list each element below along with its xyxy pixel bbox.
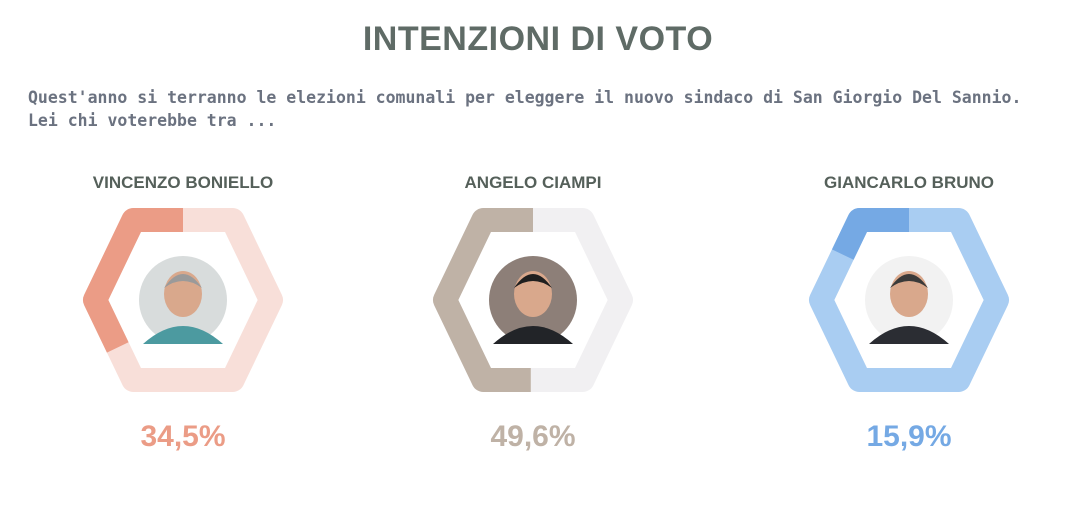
vote-donut bbox=[83, 208, 283, 392]
vote-percentage: 34,5% bbox=[140, 420, 226, 453]
candidate-name: VINCENZO BONIELLO bbox=[92, 173, 274, 192]
donut-segment bbox=[83, 208, 283, 392]
vote-donut bbox=[809, 208, 1009, 392]
candidate-card-bruno: GIANCARLO BRUNO 15,9% bbox=[779, 170, 1039, 470]
vote-percentage: 15,9% bbox=[866, 420, 952, 453]
vote-percentage: 49,6% bbox=[490, 420, 576, 453]
donut-segment bbox=[433, 208, 633, 392]
candidate-photo-ciampi-icon bbox=[489, 256, 577, 344]
candidate-name: GIANCARLO BRUNO bbox=[824, 173, 994, 192]
candidate-photo-bruno-icon bbox=[865, 256, 953, 344]
candidate-photo-boniello-icon bbox=[139, 256, 227, 344]
donut-segment bbox=[809, 208, 1009, 392]
vote-donut bbox=[433, 208, 633, 392]
candidate-name: ANGELO CIAMPI bbox=[464, 173, 602, 192]
page-title: INTENZIONI DI VOTO bbox=[362, 20, 714, 58]
candidate-card-ciampi: ANGELO CIAMPI 49,6% bbox=[403, 170, 663, 470]
survey-question: Quest'anno si terranno le elezioni comun… bbox=[28, 88, 1022, 130]
candidate-card-boniello: VINCENZO BONIELLO 34,5% bbox=[53, 170, 313, 470]
